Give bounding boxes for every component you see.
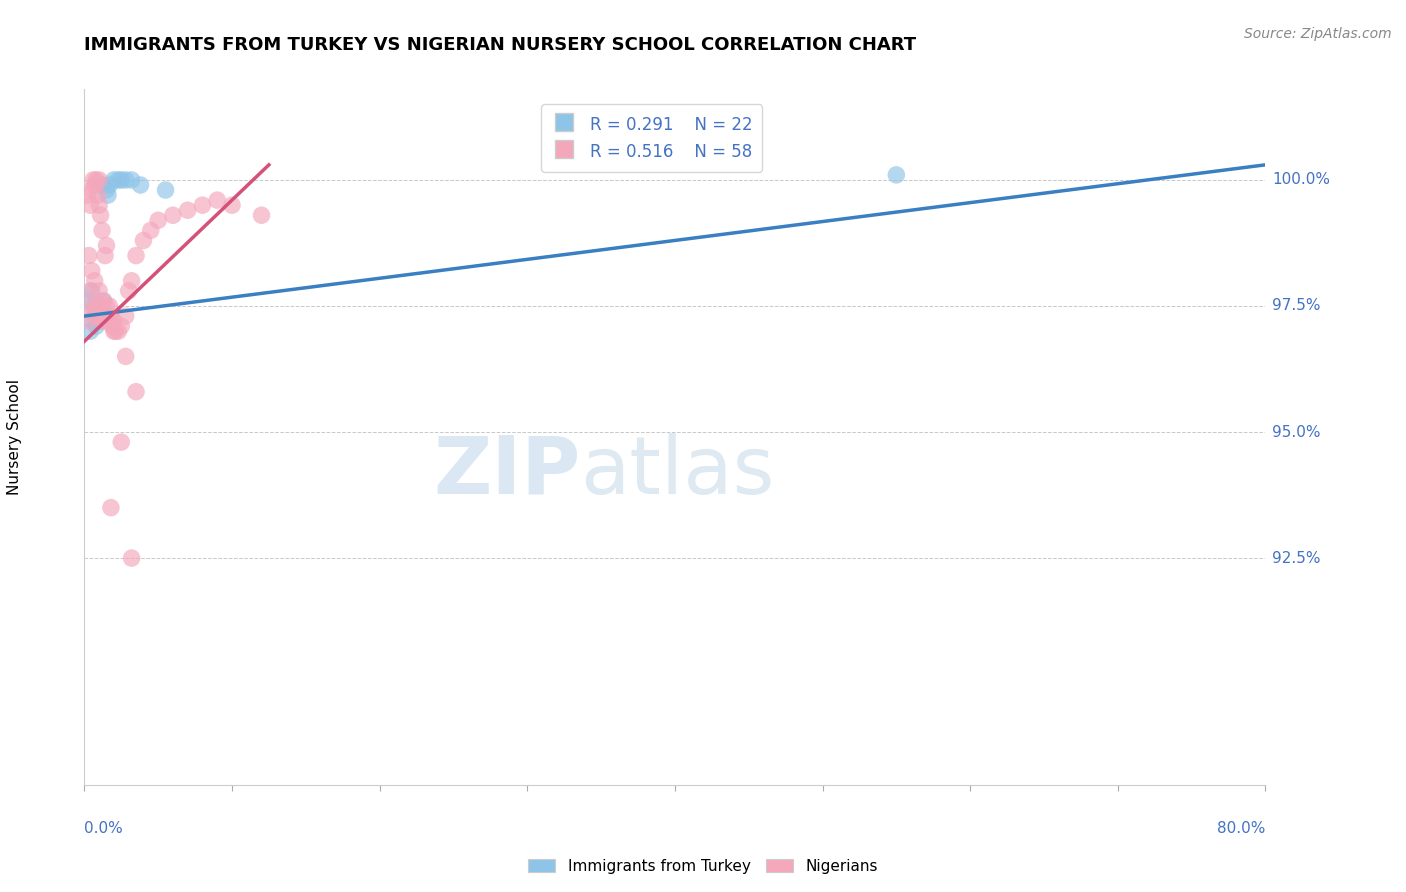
Point [79, 284, 101, 298]
Point [82, 304, 104, 318]
Point [96, 299, 118, 313]
Point [87, 173, 111, 187]
Point [87, 314, 111, 328]
Point [90, 304, 112, 318]
Point [250, 208, 273, 222]
Point [125, 384, 148, 399]
Point [96, 183, 118, 197]
Point [104, 324, 127, 338]
Point [155, 183, 177, 197]
Point [132, 234, 155, 248]
Point [83, 274, 105, 288]
Point [93, 293, 115, 308]
Point [91, 223, 114, 237]
Point [162, 208, 184, 222]
Point [97, 188, 120, 202]
Text: atlas: atlas [581, 433, 775, 511]
Text: IMMIGRANTS FROM TURKEY VS NIGERIAN NURSERY SCHOOL CORRELATION CHART: IMMIGRANTS FROM TURKEY VS NIGERIAN NURSE… [84, 36, 917, 54]
Text: 0.0%: 0.0% [84, 821, 124, 836]
Text: Source: ZipAtlas.com: Source: ZipAtlas.com [1244, 27, 1392, 41]
Point [121, 551, 143, 566]
Point [77, 249, 100, 263]
Point [110, 319, 132, 334]
Point [221, 198, 243, 212]
Point [100, 309, 122, 323]
Point [86, 309, 108, 323]
Point [114, 173, 136, 187]
Text: 92.5%: 92.5% [1272, 550, 1320, 566]
Point [84, 299, 107, 313]
Point [129, 178, 152, 192]
Point [101, 319, 124, 334]
Point [96, 238, 118, 252]
Point [139, 223, 162, 237]
Point [97, 309, 120, 323]
Point [886, 168, 908, 182]
Text: ZIP: ZIP [433, 433, 581, 511]
Point [121, 274, 143, 288]
Point [148, 213, 170, 227]
Point [79, 198, 101, 212]
Point [100, 500, 122, 515]
Point [107, 324, 129, 338]
Point [83, 178, 105, 192]
Point [191, 198, 214, 212]
Text: 100.0%: 100.0% [1272, 172, 1330, 187]
Legend: R = 0.291    N = 22, R = 0.516    N = 58: R = 0.291 N = 22, R = 0.516 N = 58 [541, 104, 762, 172]
Point [114, 309, 136, 323]
Point [118, 284, 141, 298]
Point [87, 198, 111, 212]
Point [86, 188, 108, 202]
Point [76, 188, 98, 202]
Point [77, 314, 100, 328]
Point [110, 173, 132, 187]
Point [82, 314, 104, 328]
Point [97, 314, 120, 328]
Point [84, 319, 107, 334]
Point [80, 299, 103, 313]
Point [103, 324, 125, 338]
Point [107, 173, 129, 187]
Text: 95.0%: 95.0% [1272, 425, 1320, 440]
Legend: Immigrants from Turkey, Nigerians: Immigrants from Turkey, Nigerians [522, 853, 884, 880]
Point [125, 249, 148, 263]
Point [94, 249, 117, 263]
Point [87, 284, 111, 298]
Point [177, 203, 200, 218]
Point [79, 324, 101, 338]
Point [80, 284, 103, 298]
Point [80, 263, 103, 277]
Point [90, 299, 112, 313]
Point [114, 350, 136, 364]
Point [93, 293, 115, 308]
Point [103, 173, 125, 187]
Point [77, 293, 100, 308]
Text: Nursery School: Nursery School [7, 379, 21, 495]
Point [87, 309, 111, 323]
Point [83, 309, 105, 323]
Point [93, 314, 115, 328]
Point [103, 314, 125, 328]
Point [121, 173, 143, 187]
Point [84, 173, 107, 187]
Text: 97.5%: 97.5% [1272, 299, 1320, 313]
Point [80, 183, 103, 197]
Point [91, 178, 114, 192]
Point [83, 299, 105, 313]
Point [98, 178, 121, 192]
Text: 80.0%: 80.0% [1218, 821, 1265, 836]
Point [205, 193, 228, 207]
Point [82, 173, 104, 187]
Point [110, 435, 132, 450]
Point [86, 304, 108, 318]
Point [98, 299, 121, 313]
Point [90, 208, 112, 222]
Point [91, 309, 114, 323]
